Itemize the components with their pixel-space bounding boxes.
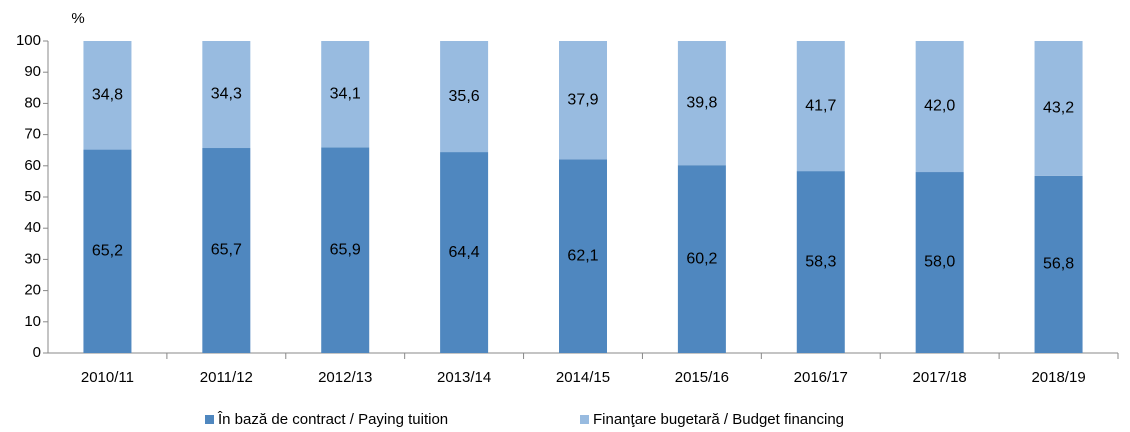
x-tick-label: 2018/19 (1031, 369, 1085, 386)
x-tick-label: 2011/12 (200, 369, 253, 386)
data-label: 65,2 (92, 243, 123, 260)
y-tick-label: 0 (33, 344, 41, 361)
bar-segment (83, 41, 132, 150)
data-label: 42,0 (924, 98, 955, 115)
data-label: 56,8 (1043, 256, 1074, 273)
y-axis-unit: % (71, 10, 84, 27)
legend-label: Finanţare bugetară / Budget financing (593, 411, 844, 428)
data-label: 65,9 (330, 241, 361, 258)
data-label: 43,2 (1043, 100, 1074, 117)
data-label: 39,8 (686, 94, 717, 111)
bar-segment (677, 41, 726, 166)
bar-segment (1034, 41, 1083, 176)
x-tick-label: 2014/15 (556, 369, 610, 386)
data-label: 37,9 (567, 91, 598, 108)
bar-segment (1034, 175, 1083, 353)
y-tick-label: 40 (24, 219, 41, 236)
x-tick-label: 2017/18 (913, 369, 967, 386)
x-tick-label: 2015/16 (675, 369, 729, 386)
bar-segment (440, 41, 489, 153)
x-tick-label: 2013/14 (437, 369, 491, 386)
y-tick-label: 10 (24, 313, 41, 330)
data-label: 65,7 (211, 242, 242, 259)
data-label: 64,4 (449, 244, 480, 261)
legend-label: În bază de contract / Paying tuition (217, 411, 448, 428)
bar-segment (83, 149, 132, 353)
y-tick-label: 30 (24, 250, 41, 267)
bar-segment (796, 41, 845, 172)
data-label: 34,1 (330, 85, 361, 102)
bar-segment (321, 41, 370, 148)
data-label: 35,6 (449, 88, 480, 105)
data-label: 58,0 (924, 254, 955, 271)
y-tick-label: 80 (24, 94, 41, 111)
bar-segment (559, 159, 607, 353)
data-label: 41,7 (805, 97, 836, 114)
legend-swatch (205, 415, 214, 424)
data-label: 60,2 (686, 250, 717, 267)
bar-segment (202, 41, 251, 149)
bar-segment (796, 171, 845, 353)
y-tick-label: 60 (24, 157, 41, 174)
data-label: 62,1 (567, 247, 598, 264)
y-tick-label: 50 (24, 188, 41, 205)
y-tick-label: 100 (16, 32, 41, 49)
x-tick-label: 2016/17 (794, 369, 848, 386)
x-tick-label: 2010/11 (81, 369, 134, 386)
y-tick-label: 90 (24, 63, 41, 80)
legend-swatch (580, 415, 589, 424)
data-label: 58,3 (805, 253, 836, 270)
bar-segment (202, 148, 251, 353)
bar-segment (559, 41, 607, 160)
bar-segment (915, 41, 964, 173)
bar-segment (321, 147, 370, 353)
bar-segment (677, 165, 726, 353)
data-label: 34,3 (211, 86, 242, 103)
bar-segment (440, 152, 489, 353)
y-tick-label: 20 (24, 282, 41, 299)
x-tick-label: 2012/13 (318, 369, 372, 386)
bar-segment (915, 172, 964, 353)
data-label: 34,8 (92, 87, 123, 104)
y-tick-label: 70 (24, 126, 41, 143)
